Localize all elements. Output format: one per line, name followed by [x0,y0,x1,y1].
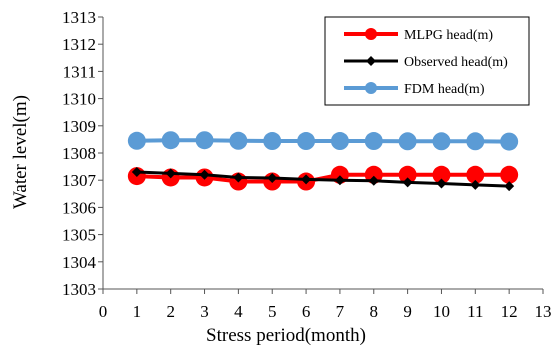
legend: MLPG head(m) Observed head(m) FDM head(m) [324,16,530,106]
x-tick-label: 7 [336,302,345,321]
x-tick-label: 4 [234,302,243,321]
x-tick-label: 9 [403,302,412,321]
y-tick-label: 1311 [63,62,96,81]
data-point [402,177,413,188]
data-point [368,175,379,186]
y-tick-label: 1305 [62,226,96,245]
x-tick-label: 10 [433,302,450,321]
x-tick-label: 1 [133,302,142,321]
y-tick-labels: 1303 1304 1305 1306 1307 1308 1309 1310 1311 1312… [62,8,97,299]
axes [98,16,544,294]
y-tick-label: 1313 [62,8,96,27]
data-point [364,132,383,151]
legend-label: FDM head(m) [404,82,485,97]
y-tick-label: 1306 [62,198,96,217]
x-axis-title: Stress period(month) [206,325,366,346]
data-point [500,165,519,184]
data-point [466,132,485,151]
y-tick-label: 1312 [62,35,96,54]
y-tick-label: 1303 [62,280,96,299]
legend-label: MLPG head(m) [404,28,493,43]
data-point [229,131,248,150]
data-point [504,181,515,192]
x-tick-label: 0 [99,302,108,321]
legend-marker [365,28,377,40]
data-point [436,178,447,189]
y-axis-title: Water level(m) [10,95,31,209]
data-point [267,173,278,184]
data-point [432,165,451,184]
data-point [470,179,481,190]
data-point [500,132,519,151]
data-point [165,168,176,179]
series-fdm-head-m- [127,131,519,151]
y-tick-label: 1307 [62,171,97,190]
legend-marker [365,82,377,94]
x-tick-label: 13 [535,302,552,321]
y-tick-label: 1310 [62,90,96,109]
legend-item: MLPG head(m) [344,28,493,43]
x-tick-label: 8 [370,302,379,321]
data-point [199,169,210,180]
x-tick-label: 5 [268,302,277,321]
x-tick-labels: 0 1 2 3 4 5 6 7 8 9 10 11 12 13 [99,302,552,321]
x-tick-label: 12 [501,302,518,321]
y-tick-label: 1304 [62,253,97,272]
data-point [301,174,312,185]
legend-label: Observed head(m) [404,55,508,70]
x-tick-label: 3 [200,302,209,321]
series-mlpg-head-m- [127,165,519,191]
y-tick-label: 1309 [62,117,96,136]
legend-marker [366,56,376,66]
data-point [398,132,417,151]
series-observed-head-m- [131,167,515,192]
data-point [131,167,142,178]
data-point [161,131,180,150]
data-point [466,165,485,184]
series-line [136,138,510,144]
data-point [330,132,349,151]
data-point [334,175,345,186]
x-tick-label: 11 [467,302,483,321]
data-point [233,172,244,183]
x-tick-label: 6 [302,302,311,321]
y-tick-label: 1308 [62,144,96,163]
data-point [195,131,214,150]
legend-item: Observed head(m) [344,55,508,70]
x-tick-label: 2 [166,302,175,321]
data-point [398,165,417,184]
data-point [127,131,146,150]
series-line [136,170,510,188]
legend-item: FDM head(m) [344,82,485,97]
data-point [263,132,282,151]
data-point [297,132,316,151]
data-point [432,132,451,151]
series-layer [127,131,519,192]
